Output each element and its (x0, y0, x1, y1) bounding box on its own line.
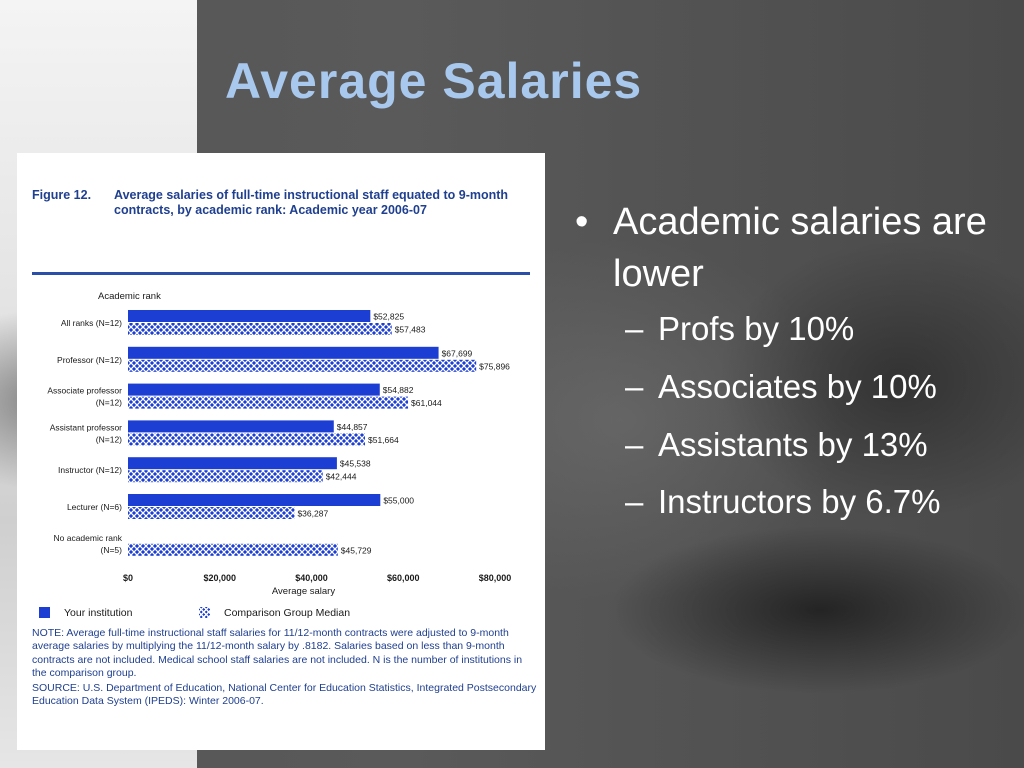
legend-label: Your institution (64, 607, 133, 619)
x-axis-title: Average salary (272, 586, 335, 597)
bar-value-label: $42,444 (326, 472, 357, 482)
bullet-dot-icon: • (575, 201, 589, 243)
category-label: (N=12) (96, 398, 122, 408)
x-tick-label: $0 (123, 573, 133, 583)
bar-your-institution (128, 494, 381, 506)
dash-icon: – (625, 483, 644, 520)
bar-value-label: $55,000 (383, 496, 414, 506)
x-tick-label: $40,000 (295, 573, 328, 583)
bar-value-label: $52,825 (373, 312, 404, 322)
figure-panel: Figure 12. Average salaries of full-time… (17, 153, 545, 750)
x-tick-label: $80,000 (479, 573, 512, 583)
category-label: (N=5) (101, 545, 123, 555)
x-tick-label: $20,000 (203, 573, 236, 583)
bullet-list: • Academic salaries are lower – Profs by… (575, 196, 1015, 522)
category-label: Professor (N=12) (57, 355, 122, 365)
sub-bullet-text: Associates by 10% (658, 368, 937, 405)
bar-comparison (128, 359, 477, 372)
bar-value-label: $51,664 (368, 435, 399, 445)
sub-bullet-text: Profs by 10% (658, 310, 855, 347)
bar-your-institution (128, 310, 371, 322)
figure-caption-text: Average salaries of full-time instructio… (114, 188, 509, 217)
category-label: Instructor (N=12) (58, 465, 122, 475)
sub-bullet-profs: – Profs by 10% (575, 300, 1015, 358)
bar-value-label: $67,699 (442, 348, 473, 358)
bar-value-label: $36,287 (297, 509, 328, 519)
legend-item-your-institution: Your institution (39, 607, 133, 619)
category-label: All ranks (N=12) (61, 318, 122, 328)
bar-value-label: $44,857 (337, 422, 368, 432)
bar-comparison (128, 543, 338, 556)
sub-bullet-text: Assistants by 13% (658, 426, 928, 463)
bar-value-label: $45,729 (341, 545, 372, 555)
legend-hatched-swatch (199, 607, 210, 618)
sub-bullet-instructors: – Instructors by 6.7% (575, 482, 1015, 522)
bar-your-institution (128, 457, 337, 470)
bar-your-institution (128, 383, 380, 396)
bar-chart: Academic rank All ranks (N=12) $52,825 $57,… (47, 291, 512, 597)
y-axis-title: Academic rank (98, 291, 161, 302)
category-label: (N=12) (96, 434, 122, 444)
caption-rule (32, 272, 530, 275)
sub-bullet-text: Instructors by 6.7% (658, 483, 941, 520)
note-text: NOTE: Average full-time instructional st… (32, 627, 523, 680)
category-label: Associate professor (47, 386, 122, 396)
source-text: SOURCE: U.S. Department of Education, Na… (32, 681, 537, 708)
bar-comparison (128, 470, 323, 483)
legend-item-comparison: Comparison Group Median (199, 607, 350, 619)
bullet-main-text: Academic salaries are lower (613, 201, 987, 295)
sub-bullet-associates: – Associates by 10% (575, 358, 1015, 416)
bar-your-institution (128, 346, 439, 359)
bullet-main: • Academic salaries are lower (575, 196, 1015, 300)
legend-solid-swatch (39, 607, 50, 618)
bar-comparison (128, 323, 392, 335)
legend-label: Comparison Group Median (224, 607, 351, 619)
bar-value-label: $45,538 (340, 459, 371, 469)
figure-notes: NOTE: Average full-time instructional st… (32, 627, 537, 708)
category-label: Lecturer (N=6) (67, 502, 122, 512)
dash-icon: – (625, 368, 644, 405)
bar-comparison (128, 433, 366, 446)
category-label: Assistant professor (50, 422, 122, 432)
slide-title: Average Salaries (225, 53, 643, 109)
sub-bullet-assistants: – Assistants by 13% (575, 416, 1015, 474)
bar-comparison (128, 396, 409, 409)
x-tick-label: $60,000 (387, 573, 420, 583)
bar-comparison (128, 507, 295, 519)
figure-number: Figure 12. (32, 188, 92, 202)
bar-value-label: $57,483 (395, 325, 426, 335)
bar-value-label: $75,896 (479, 361, 510, 371)
bar-your-institution (128, 420, 334, 433)
bar-value-label: $54,882 (383, 385, 414, 395)
category-label: No academic rank (53, 533, 122, 543)
dash-icon: – (625, 310, 644, 347)
dash-icon: – (625, 426, 644, 463)
bar-value-label: $61,044 (411, 398, 442, 408)
